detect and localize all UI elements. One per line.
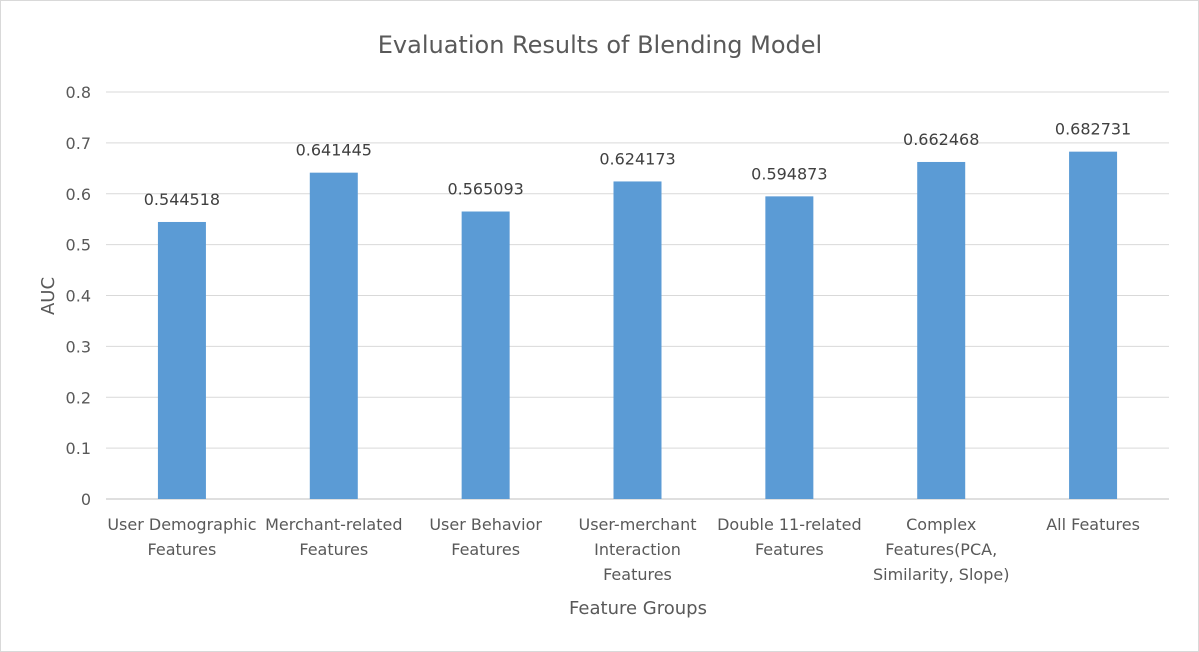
data-label: 0.662468	[903, 130, 979, 149]
y-tick-label: 0.8	[66, 83, 91, 102]
bar	[1069, 151, 1118, 500]
category-label-line: Similarity, Slope)	[873, 565, 1009, 584]
data-label: 0.565093	[447, 180, 523, 199]
category-label: User Demographic Features	[107, 515, 256, 559]
category-label-line: Features	[451, 540, 520, 559]
x-axis-title: Feature Groups	[569, 598, 707, 619]
bar	[157, 221, 206, 499]
y-axis-title: AUC	[38, 277, 59, 315]
y-tick-label: 0.6	[66, 185, 91, 204]
category-label: All Features	[1046, 515, 1140, 534]
y-tick-label: 0.4	[66, 287, 91, 306]
y-tick-label: 0.2	[66, 388, 91, 407]
bar	[917, 161, 966, 499]
y-tick-label: 0.7	[66, 134, 91, 153]
category-label-line: Features	[755, 540, 824, 559]
bars	[157, 151, 1118, 500]
bar	[461, 211, 510, 499]
y-tick-label: 0.1	[66, 439, 91, 458]
category-label: User Behavior Features	[429, 515, 542, 559]
bar	[309, 172, 358, 499]
data-label: 0.594873	[751, 164, 827, 183]
y-axis-ticks: 0 0.1 0.2 0.3 0.4 0.5 0.6 0.7 0.8	[66, 83, 91, 509]
category-label-line: Features	[299, 540, 368, 559]
category-label-line: Merchant-related	[265, 515, 402, 534]
category-label: Merchant-related Features	[265, 515, 402, 559]
bar	[613, 181, 662, 500]
data-labels: 0.544518 0.641445 0.565093 0.624173 0.594873…	[144, 120, 1131, 209]
category-label-line: Features(PCA,	[885, 540, 997, 559]
category-label: Double 11-related Features	[717, 515, 862, 559]
chart-title: Evaluation Results of Blending Model	[378, 31, 822, 59]
data-label: 0.544518	[144, 190, 220, 209]
bar	[765, 196, 814, 499]
category-label-line: All Features	[1046, 515, 1140, 534]
category-label-line: Features	[148, 540, 217, 559]
category-label-line: User Demographic	[107, 515, 256, 534]
category-label: User-merchant Interaction Features	[578, 515, 696, 584]
category-label-line: User-merchant	[578, 515, 696, 534]
y-tick-label: 0.5	[66, 236, 91, 255]
category-label-line: Interaction	[594, 540, 681, 559]
category-label: Complex Features(PCA, Similarity, Slope)	[873, 515, 1009, 584]
data-label: 0.641445	[296, 141, 372, 160]
x-axis-categories: User Demographic FeaturesMerchant-related…	[107, 515, 1140, 584]
data-label: 0.682731	[1055, 120, 1131, 139]
category-label-line: Double 11-related	[717, 515, 862, 534]
category-label-line: Features	[603, 565, 672, 584]
category-label-line: Complex	[906, 515, 976, 534]
category-label-line: User Behavior	[429, 515, 542, 534]
y-tick-label: 0	[81, 490, 91, 509]
data-label: 0.624173	[599, 149, 675, 168]
y-tick-label: 0.3	[66, 337, 91, 356]
